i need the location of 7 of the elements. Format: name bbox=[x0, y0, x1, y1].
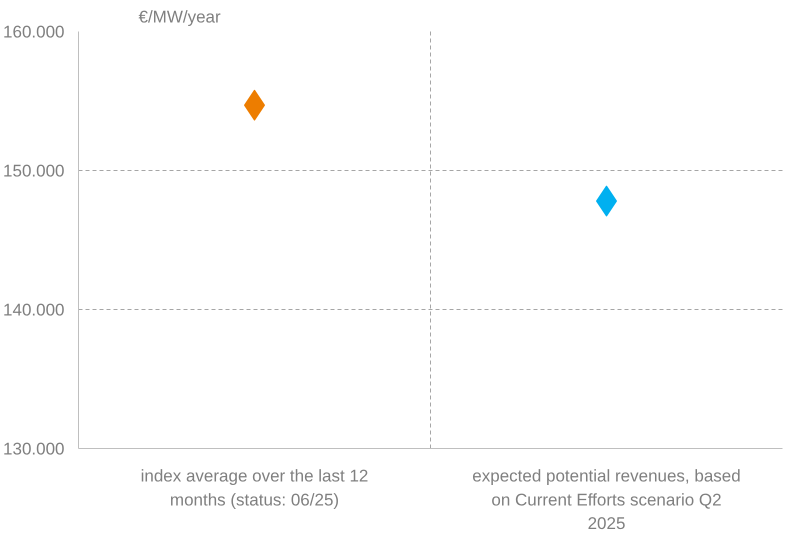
y-axis-title: €/MW/year bbox=[138, 8, 222, 26]
x-tick-label: expected potential revenues, based on Current Efforts scenario Q2 2025 bbox=[472, 466, 741, 533]
x-tick-label: index average over the last 12 months (status: 06/25) bbox=[140, 466, 368, 510]
y-tick-label: 130.000 bbox=[3, 440, 64, 458]
y-tick-label: 150.000 bbox=[3, 162, 64, 180]
y-tick-label: 160.000 bbox=[3, 22, 64, 42]
y-tick-label: 140.000 bbox=[3, 300, 64, 320]
